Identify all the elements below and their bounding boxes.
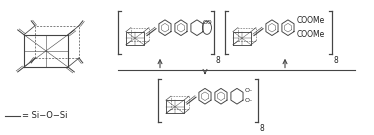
Text: COOMe: COOMe (297, 30, 325, 39)
Text: 8: 8 (260, 124, 265, 133)
Text: 8: 8 (334, 56, 339, 65)
Text: O: O (207, 20, 211, 25)
Text: O–: O– (245, 98, 253, 103)
Text: O: O (203, 20, 207, 25)
Text: O–: O– (245, 88, 253, 93)
Text: COOMe: COOMe (297, 16, 325, 25)
Text: = Si−O−Si: = Si−O−Si (22, 111, 67, 120)
Text: 8: 8 (216, 56, 221, 65)
